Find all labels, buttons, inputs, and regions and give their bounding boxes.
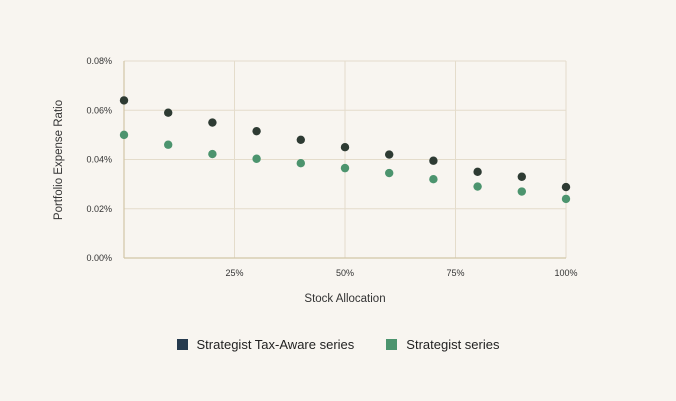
legend-label-tax-aware: Strategist Tax-Aware series — [196, 337, 355, 352]
point-tax-aware — [208, 118, 217, 127]
point-strategist — [340, 163, 350, 173]
point-tax-aware — [561, 182, 571, 192]
point-strategist — [517, 187, 526, 196]
point-strategist — [385, 168, 394, 178]
y-tick-label: 0.06% — [86, 105, 112, 115]
grid — [124, 60, 567, 258]
legend-swatch-strategist — [386, 339, 398, 350]
point-strategist — [252, 154, 261, 163]
x-tick-label: 100% — [554, 268, 577, 278]
tick-labels: 0.00% 0.02% 0.04% 0.06% 0.08% 25% 50% 75% 100% — [86, 56, 577, 278]
x-tick-label: 75% — [446, 268, 464, 278]
point-tax-aware — [517, 172, 526, 181]
legend-swatch-tax-aware — [176, 339, 188, 350]
point-tax-aware — [429, 156, 438, 165]
point-strategist — [473, 182, 482, 191]
point-tax-aware — [119, 96, 129, 105]
point-tax-aware — [252, 126, 261, 136]
axes — [123, 61, 566, 259]
point-tax-aware — [385, 150, 394, 159]
legend: Strategist Tax-Aware series Strategist s… — [0, 337, 676, 352]
point-strategist — [429, 175, 438, 184]
x-tick-label: 50% — [336, 268, 354, 278]
y-tick-label: 0.04% — [86, 155, 112, 165]
data-points — [119, 96, 571, 204]
point-tax-aware — [473, 167, 482, 177]
y-tick-label: 0.08% — [86, 56, 112, 66]
x-axis-title: Stock Allocation — [304, 293, 385, 305]
point-tax-aware — [296, 135, 305, 144]
point-tax-aware — [340, 142, 350, 152]
point-strategist — [119, 130, 129, 140]
point-tax-aware — [164, 108, 173, 117]
y-tick-label: 0.02% — [86, 204, 112, 214]
point-strategist — [208, 149, 217, 159]
legend-label-strategist: Strategist series — [406, 337, 500, 352]
y-axis-title: Portfolio Expense Ratio — [53, 100, 65, 220]
point-strategist — [296, 158, 305, 168]
y-tick-label: 0.00% — [86, 253, 112, 263]
legend-item-tax-aware: Strategist Tax-Aware series — [176, 337, 355, 352]
legend-item-strategist: Strategist series — [386, 337, 499, 352]
point-strategist — [164, 140, 173, 149]
point-strategist — [561, 194, 571, 204]
x-tick-label: 25% — [225, 268, 243, 278]
